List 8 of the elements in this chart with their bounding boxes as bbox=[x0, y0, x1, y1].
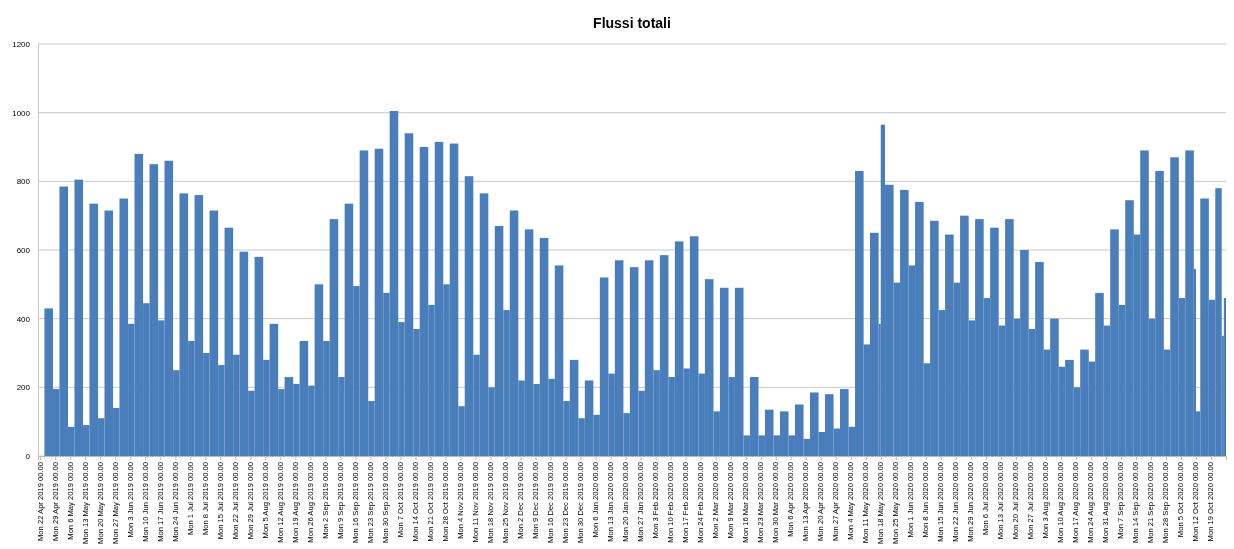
y-tick-label: 600 bbox=[16, 246, 31, 256]
y-tick-label: 1200 bbox=[12, 40, 31, 50]
chart-title: Flussi totali bbox=[593, 15, 671, 31]
y-tick-label: 1000 bbox=[12, 108, 31, 118]
y-tick-label: 800 bbox=[16, 177, 31, 187]
y-tick-label: 400 bbox=[16, 314, 31, 324]
y-tick-label: 200 bbox=[16, 383, 31, 393]
y-tick-label: 0 bbox=[25, 452, 31, 462]
